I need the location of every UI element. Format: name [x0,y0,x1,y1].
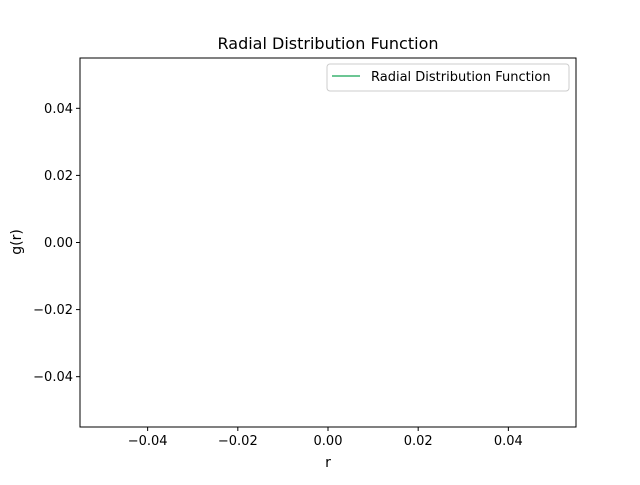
x-tick-label: 0.00 [314,434,343,449]
y-tick-label: 0.02 [44,169,73,184]
x-tick-label: −0.02 [218,434,258,449]
y-axis-ticks: −0.04 −0.02 0.00 0.02 0.04 [33,102,80,385]
x-tick-label: 0.02 [404,434,433,449]
legend: Radial Distribution Function [326,63,570,92]
chart-title: Radial Distribution Function [218,34,439,53]
legend-label: Radial Distribution Function [371,70,551,85]
plot-area [80,58,576,427]
x-axis-ticks: −0.04 −0.02 0.00 0.02 0.04 [128,427,523,449]
y-tick-label: 0.04 [44,102,73,117]
x-axis-label: r [325,455,331,471]
x-tick-label: 0.04 [494,434,523,449]
y-tick-label: −0.04 [33,370,73,385]
y-tick-label: 0.00 [44,236,73,251]
legend-box [326,63,570,92]
x-tick-label: −0.04 [128,434,168,449]
y-tick-label: −0.02 [33,303,73,318]
plot-frame [79,57,577,428]
y-axis-label: g(r) [9,229,25,255]
